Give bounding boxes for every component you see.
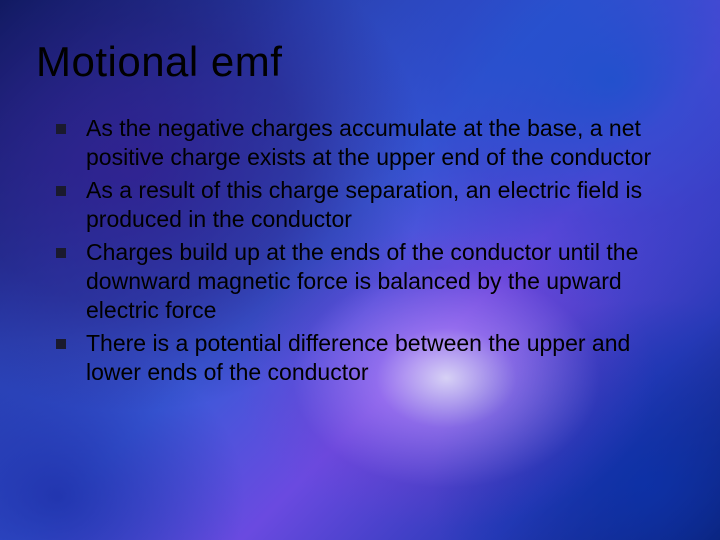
list-item: There is a potential difference between … [56,329,684,387]
list-item: As the negative charges accumulate at th… [56,114,684,172]
bullet-list: As the negative charges accumulate at th… [36,114,684,387]
list-item: Charges build up at the ends of the cond… [56,238,684,325]
slide-container: Motional emf As the negative charges acc… [0,0,720,540]
slide-title: Motional emf [36,38,684,86]
list-item: As a result of this charge separation, a… [56,176,684,234]
